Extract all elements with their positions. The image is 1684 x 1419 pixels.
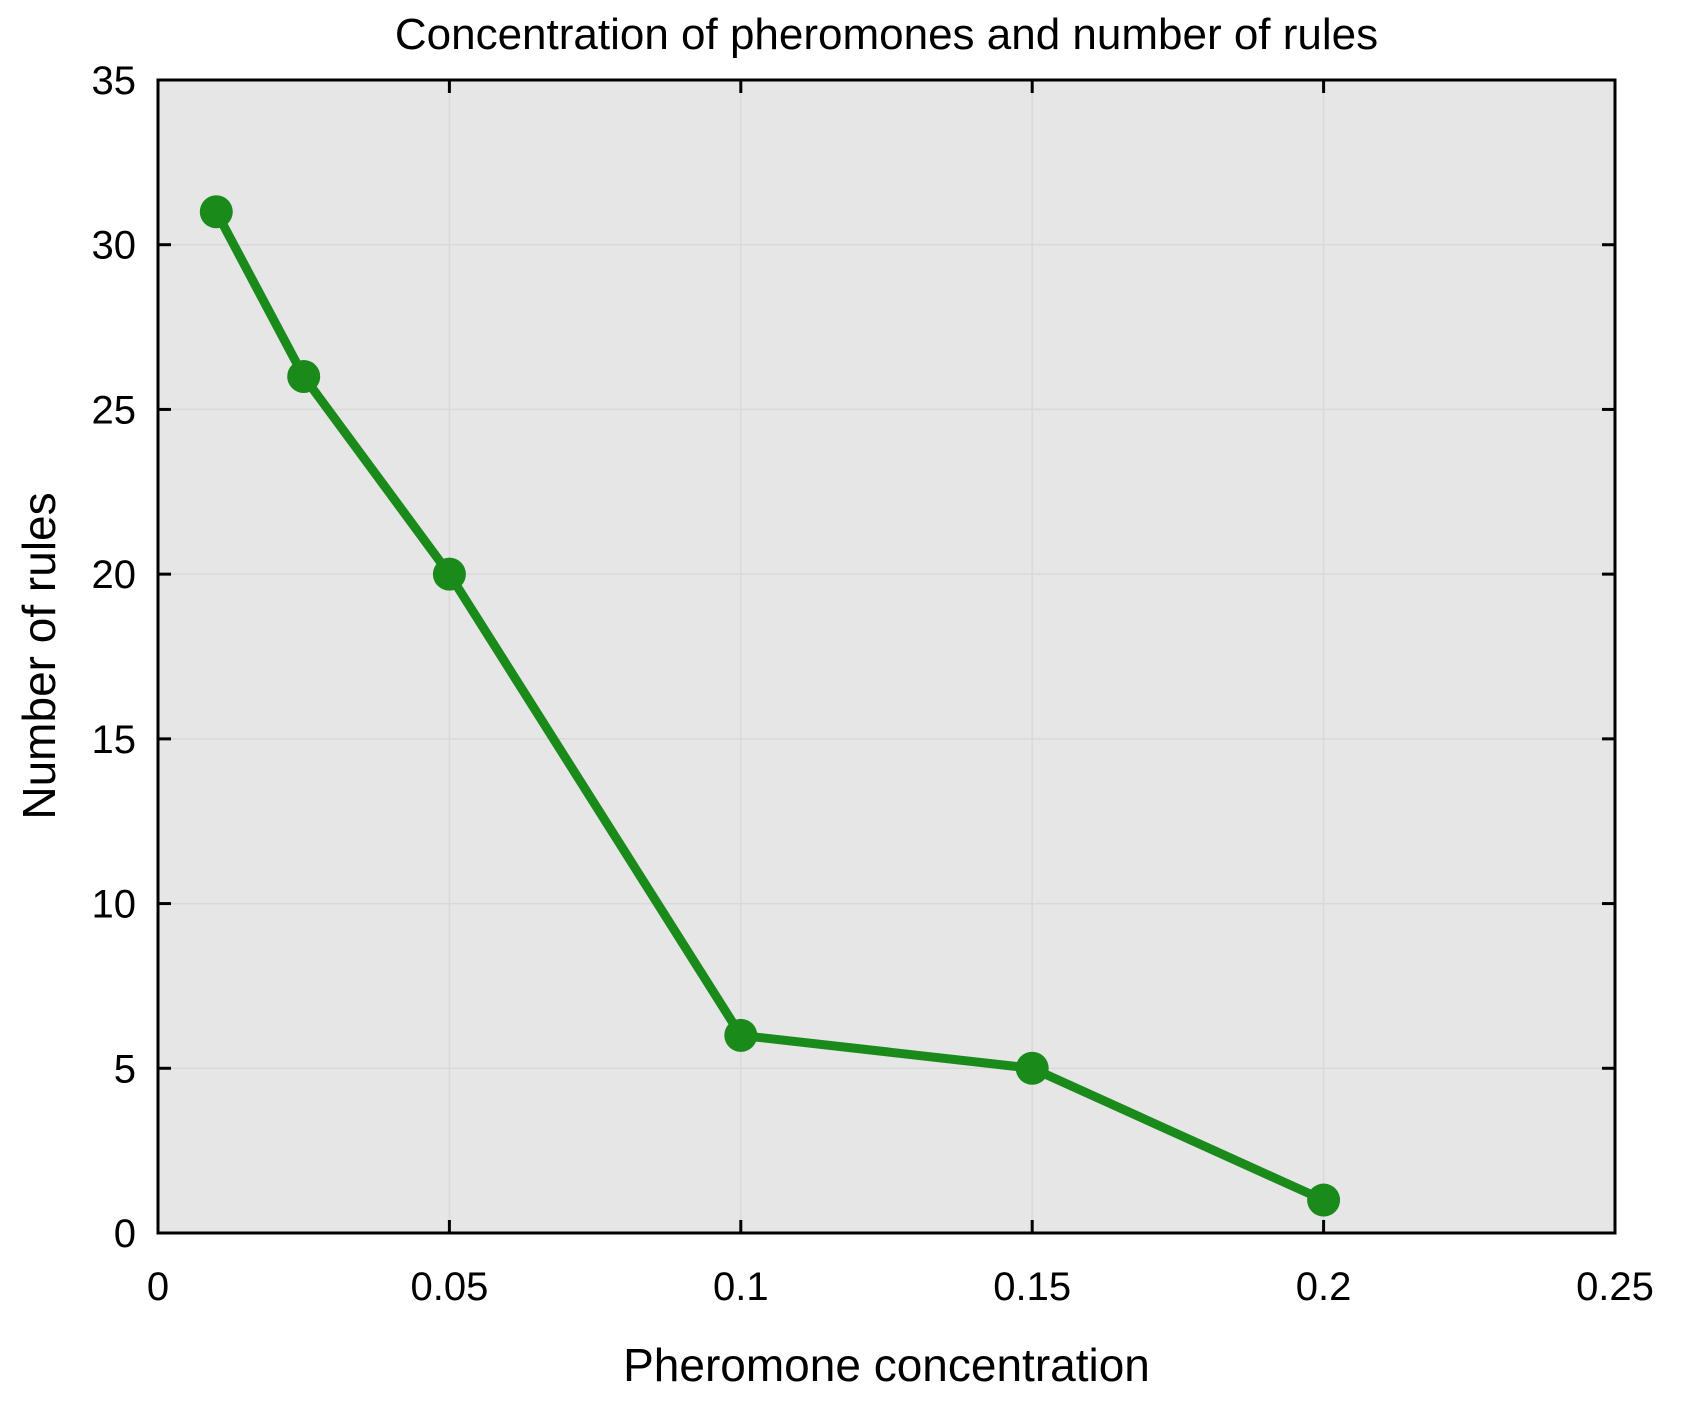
data-point-marker (1307, 1183, 1341, 1217)
y-tick-label: 15 (92, 718, 137, 762)
data-point-marker (724, 1018, 758, 1052)
axes-border (156, 78, 1617, 1235)
y-tick-label: 0 (114, 1212, 136, 1256)
y-tick-label: 35 (92, 59, 137, 103)
data-point-marker (287, 359, 321, 393)
data-point-marker (1015, 1051, 1049, 1085)
data-point-marker (432, 557, 466, 591)
x-tick-label: 0.1 (713, 1265, 769, 1309)
y-tick-label: 20 (92, 553, 137, 597)
x-axis-label: Pheromone concentration (623, 1339, 1150, 1391)
y-tick-label: 30 (92, 224, 137, 268)
x-tick-label: 0.25 (1576, 1265, 1654, 1309)
data-point-marker (199, 195, 233, 229)
x-tick-label: 0 (147, 1265, 169, 1309)
y-tick-label: 10 (92, 883, 137, 927)
chart-title: Concentration of pheromones and number o… (394, 10, 1379, 59)
y-tick-label: 25 (92, 388, 137, 432)
x-tick-label: 0.15 (993, 1265, 1071, 1309)
x-tick-label: 0.05 (410, 1265, 488, 1309)
x-tick-label: 0.2 (1296, 1265, 1352, 1309)
data-line (211, 207, 1329, 1205)
y-axis-label-text: Number of rules (13, 492, 65, 820)
plot-background (158, 80, 1615, 1233)
y-tick-label: 5 (114, 1047, 136, 1091)
